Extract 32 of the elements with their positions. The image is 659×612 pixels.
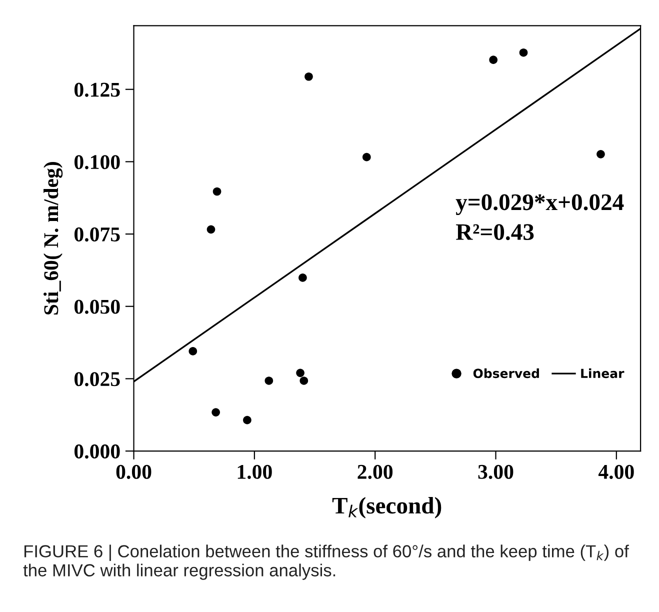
point <box>304 72 313 81</box>
x-tick-label: 0.00 <box>116 464 152 479</box>
point <box>519 48 528 57</box>
legend-label: Observed <box>473 368 539 378</box>
text: FIGURE 6 | Conelation between the stiffness of 60°/s and the keep time (T$_{k}$) of the MIVC with linear regression analysis. <box>23 544 629 580</box>
x-axis-title: T$_{k}$(second) <box>332 497 442 518</box>
y-axis-title: Sti_60( N. m/deg) <box>44 162 63 315</box>
point <box>206 225 216 234</box>
y-tick-label: 0.125 <box>74 82 120 97</box>
y-tick-label: 0.075 <box>74 227 120 242</box>
legend-label: Linear <box>581 368 624 378</box>
point <box>264 376 274 385</box>
point <box>300 376 308 385</box>
y-tick-label: 0.025 <box>74 372 120 386</box>
point <box>489 56 498 64</box>
point <box>188 347 198 356</box>
point <box>296 368 304 378</box>
x-tick-label: 3.00 <box>478 464 514 479</box>
point <box>362 152 371 162</box>
x-tick-label: 4.00 <box>598 464 634 479</box>
x-tick-label: 2.00 <box>358 464 393 479</box>
point <box>596 150 605 158</box>
y-tick-label: 0.100 <box>74 155 120 170</box>
y-tick-label: 0.000 <box>74 444 120 459</box>
point <box>212 187 222 196</box>
point <box>212 408 220 416</box>
y-tick-label: 0.050 <box>74 300 120 314</box>
x-tick-label: 1.00 <box>238 464 272 479</box>
point <box>298 274 307 282</box>
annotation: R²=0.43 <box>456 224 534 240</box>
annotation: y=0.029*x+0.024 <box>456 194 624 216</box>
point <box>243 416 252 424</box>
